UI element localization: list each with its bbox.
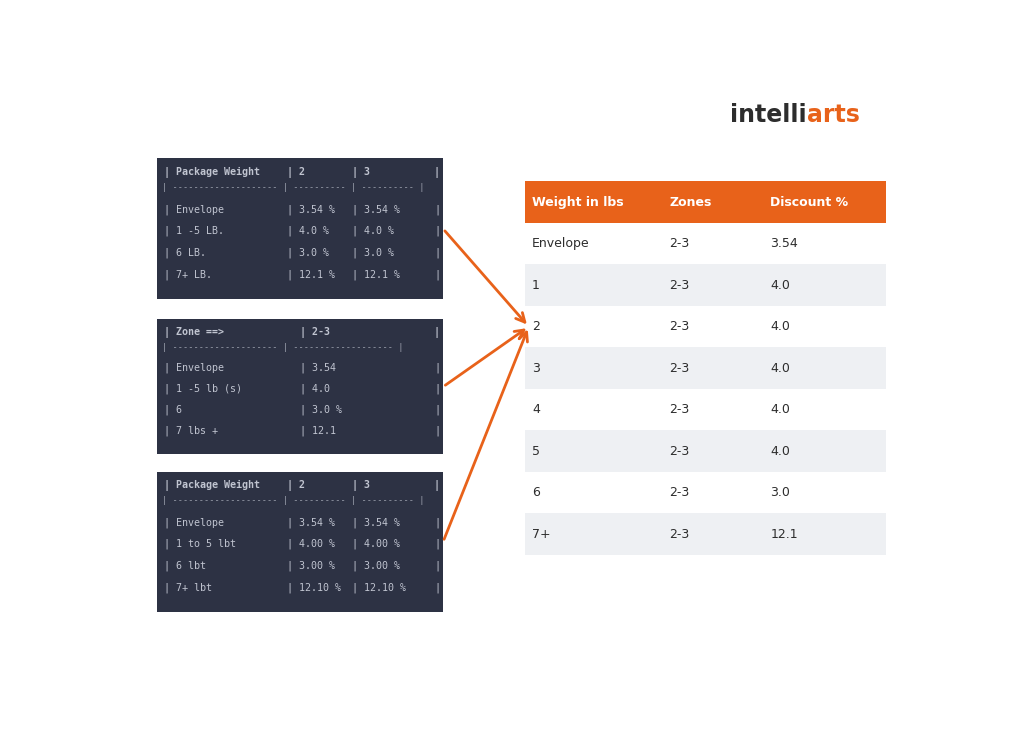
- Text: | -------------------- | ---------- | ---------- |: | -------------------- | ---------- | --…: [162, 184, 425, 192]
- Text: |: |: [434, 404, 440, 415]
- Text: | Envelope: | Envelope: [164, 517, 223, 527]
- Text: | 3: | 3: [351, 480, 370, 491]
- Text: 5: 5: [532, 445, 540, 457]
- Text: | 2: | 2: [288, 167, 305, 178]
- Text: |: |: [434, 226, 440, 236]
- Text: | 3.00 %: | 3.00 %: [288, 560, 335, 571]
- Text: | 2-3: | 2-3: [300, 327, 330, 338]
- FancyBboxPatch shape: [524, 306, 886, 348]
- Text: | 6 LB.: | 6 LB.: [164, 248, 206, 258]
- Text: 3: 3: [532, 362, 540, 374]
- Text: 1: 1: [532, 279, 540, 292]
- Text: 2: 2: [532, 320, 540, 333]
- Text: | 3.54 %: | 3.54 %: [288, 204, 335, 215]
- Text: | 4.0 %: | 4.0 %: [288, 226, 330, 236]
- Text: Envelope: Envelope: [532, 237, 590, 250]
- Text: | 1 to 5 lbt: | 1 to 5 lbt: [164, 539, 236, 549]
- Text: | 1 -5 LB.: | 1 -5 LB.: [164, 226, 223, 236]
- Text: | 3.00 %: | 3.00 %: [351, 560, 399, 571]
- Text: | 12.10 %: | 12.10 %: [288, 582, 341, 592]
- Text: | 12.1 %: | 12.1 %: [288, 269, 335, 280]
- Text: |: |: [434, 167, 440, 178]
- Text: |: |: [434, 269, 440, 280]
- Text: |: |: [434, 517, 440, 527]
- FancyBboxPatch shape: [158, 319, 443, 454]
- FancyBboxPatch shape: [158, 471, 443, 612]
- Text: | 12.1: | 12.1: [300, 425, 336, 436]
- Text: | Envelope: | Envelope: [164, 363, 223, 373]
- Text: Zones: Zones: [670, 195, 712, 209]
- Text: | 7+ lbt: | 7+ lbt: [164, 582, 212, 592]
- Text: | 3.0 %: | 3.0 %: [351, 248, 393, 258]
- Text: | 4.0: | 4.0: [300, 383, 330, 394]
- Text: 2-3: 2-3: [670, 237, 689, 250]
- Text: | 4.00 %: | 4.00 %: [288, 539, 335, 549]
- Text: | 3.0 %: | 3.0 %: [288, 248, 330, 258]
- Text: | 3: | 3: [351, 167, 370, 178]
- Text: arts: arts: [807, 104, 859, 128]
- Text: | 3.54 %: | 3.54 %: [288, 517, 335, 527]
- Text: |: |: [434, 425, 440, 436]
- FancyBboxPatch shape: [524, 181, 886, 223]
- Text: |: |: [434, 582, 440, 592]
- Text: | Envelope: | Envelope: [164, 204, 223, 215]
- Text: Discount %: Discount %: [770, 195, 849, 209]
- FancyBboxPatch shape: [158, 158, 443, 299]
- Text: |: |: [434, 383, 440, 394]
- Text: | 3.54 %: | 3.54 %: [351, 204, 399, 215]
- Text: 4: 4: [532, 403, 540, 416]
- FancyBboxPatch shape: [524, 348, 886, 389]
- Text: 2-3: 2-3: [670, 320, 689, 333]
- Text: | 3.54: | 3.54: [300, 363, 336, 373]
- Text: | Zone ==>: | Zone ==>: [164, 327, 223, 338]
- Text: | 6: | 6: [164, 404, 181, 415]
- Text: | 3.0 %: | 3.0 %: [300, 404, 342, 415]
- Text: | 1 -5 lb (s): | 1 -5 lb (s): [164, 383, 242, 394]
- Text: 2-3: 2-3: [670, 527, 689, 541]
- FancyBboxPatch shape: [524, 430, 886, 471]
- Text: Weight in lbs: Weight in lbs: [532, 195, 624, 209]
- FancyBboxPatch shape: [524, 471, 886, 513]
- Text: | 4.0 %: | 4.0 %: [351, 226, 393, 236]
- Text: |: |: [434, 204, 440, 215]
- Text: |: |: [434, 480, 440, 491]
- Text: |: |: [434, 539, 440, 549]
- Text: | 12.1 %: | 12.1 %: [351, 269, 399, 280]
- Text: 4.0: 4.0: [770, 362, 791, 374]
- Text: | Package Weight: | Package Weight: [164, 480, 260, 491]
- Text: | 6 lbt: | 6 lbt: [164, 560, 206, 571]
- Text: 4.0: 4.0: [770, 320, 791, 333]
- Text: 3.54: 3.54: [770, 237, 798, 250]
- Text: | -------------------- | ---------- | ---------- |: | -------------------- | ---------- | --…: [162, 496, 425, 505]
- Text: 2-3: 2-3: [670, 486, 689, 499]
- FancyBboxPatch shape: [524, 389, 886, 430]
- Text: 2-3: 2-3: [670, 403, 689, 416]
- Text: 12.1: 12.1: [770, 527, 798, 541]
- Text: 6: 6: [532, 486, 540, 499]
- FancyBboxPatch shape: [524, 513, 886, 555]
- Text: |: |: [434, 327, 440, 338]
- Text: | 12.10 %: | 12.10 %: [351, 582, 406, 592]
- Text: 4.0: 4.0: [770, 445, 791, 457]
- Text: | 4.00 %: | 4.00 %: [351, 539, 399, 549]
- Text: 7+: 7+: [532, 527, 551, 541]
- Text: |: |: [434, 248, 440, 258]
- Text: | Package Weight: | Package Weight: [164, 167, 260, 178]
- Text: 4.0: 4.0: [770, 279, 791, 292]
- Text: |: |: [434, 363, 440, 373]
- Text: | 7+ LB.: | 7+ LB.: [164, 269, 212, 280]
- Text: | -------------------- | ------------------- |: | -------------------- | ---------------…: [162, 343, 403, 352]
- Text: 4.0: 4.0: [770, 403, 791, 416]
- Text: intelli: intelli: [730, 104, 807, 128]
- Text: 3.0: 3.0: [770, 486, 791, 499]
- Text: | 3.54 %: | 3.54 %: [351, 517, 399, 527]
- FancyBboxPatch shape: [524, 264, 886, 306]
- Text: | 2: | 2: [288, 480, 305, 491]
- FancyBboxPatch shape: [524, 223, 886, 264]
- Text: 2-3: 2-3: [670, 362, 689, 374]
- Text: 2-3: 2-3: [670, 445, 689, 457]
- Text: | 7 lbs +: | 7 lbs +: [164, 425, 218, 436]
- Text: |: |: [434, 560, 440, 571]
- Text: 2-3: 2-3: [670, 279, 689, 292]
